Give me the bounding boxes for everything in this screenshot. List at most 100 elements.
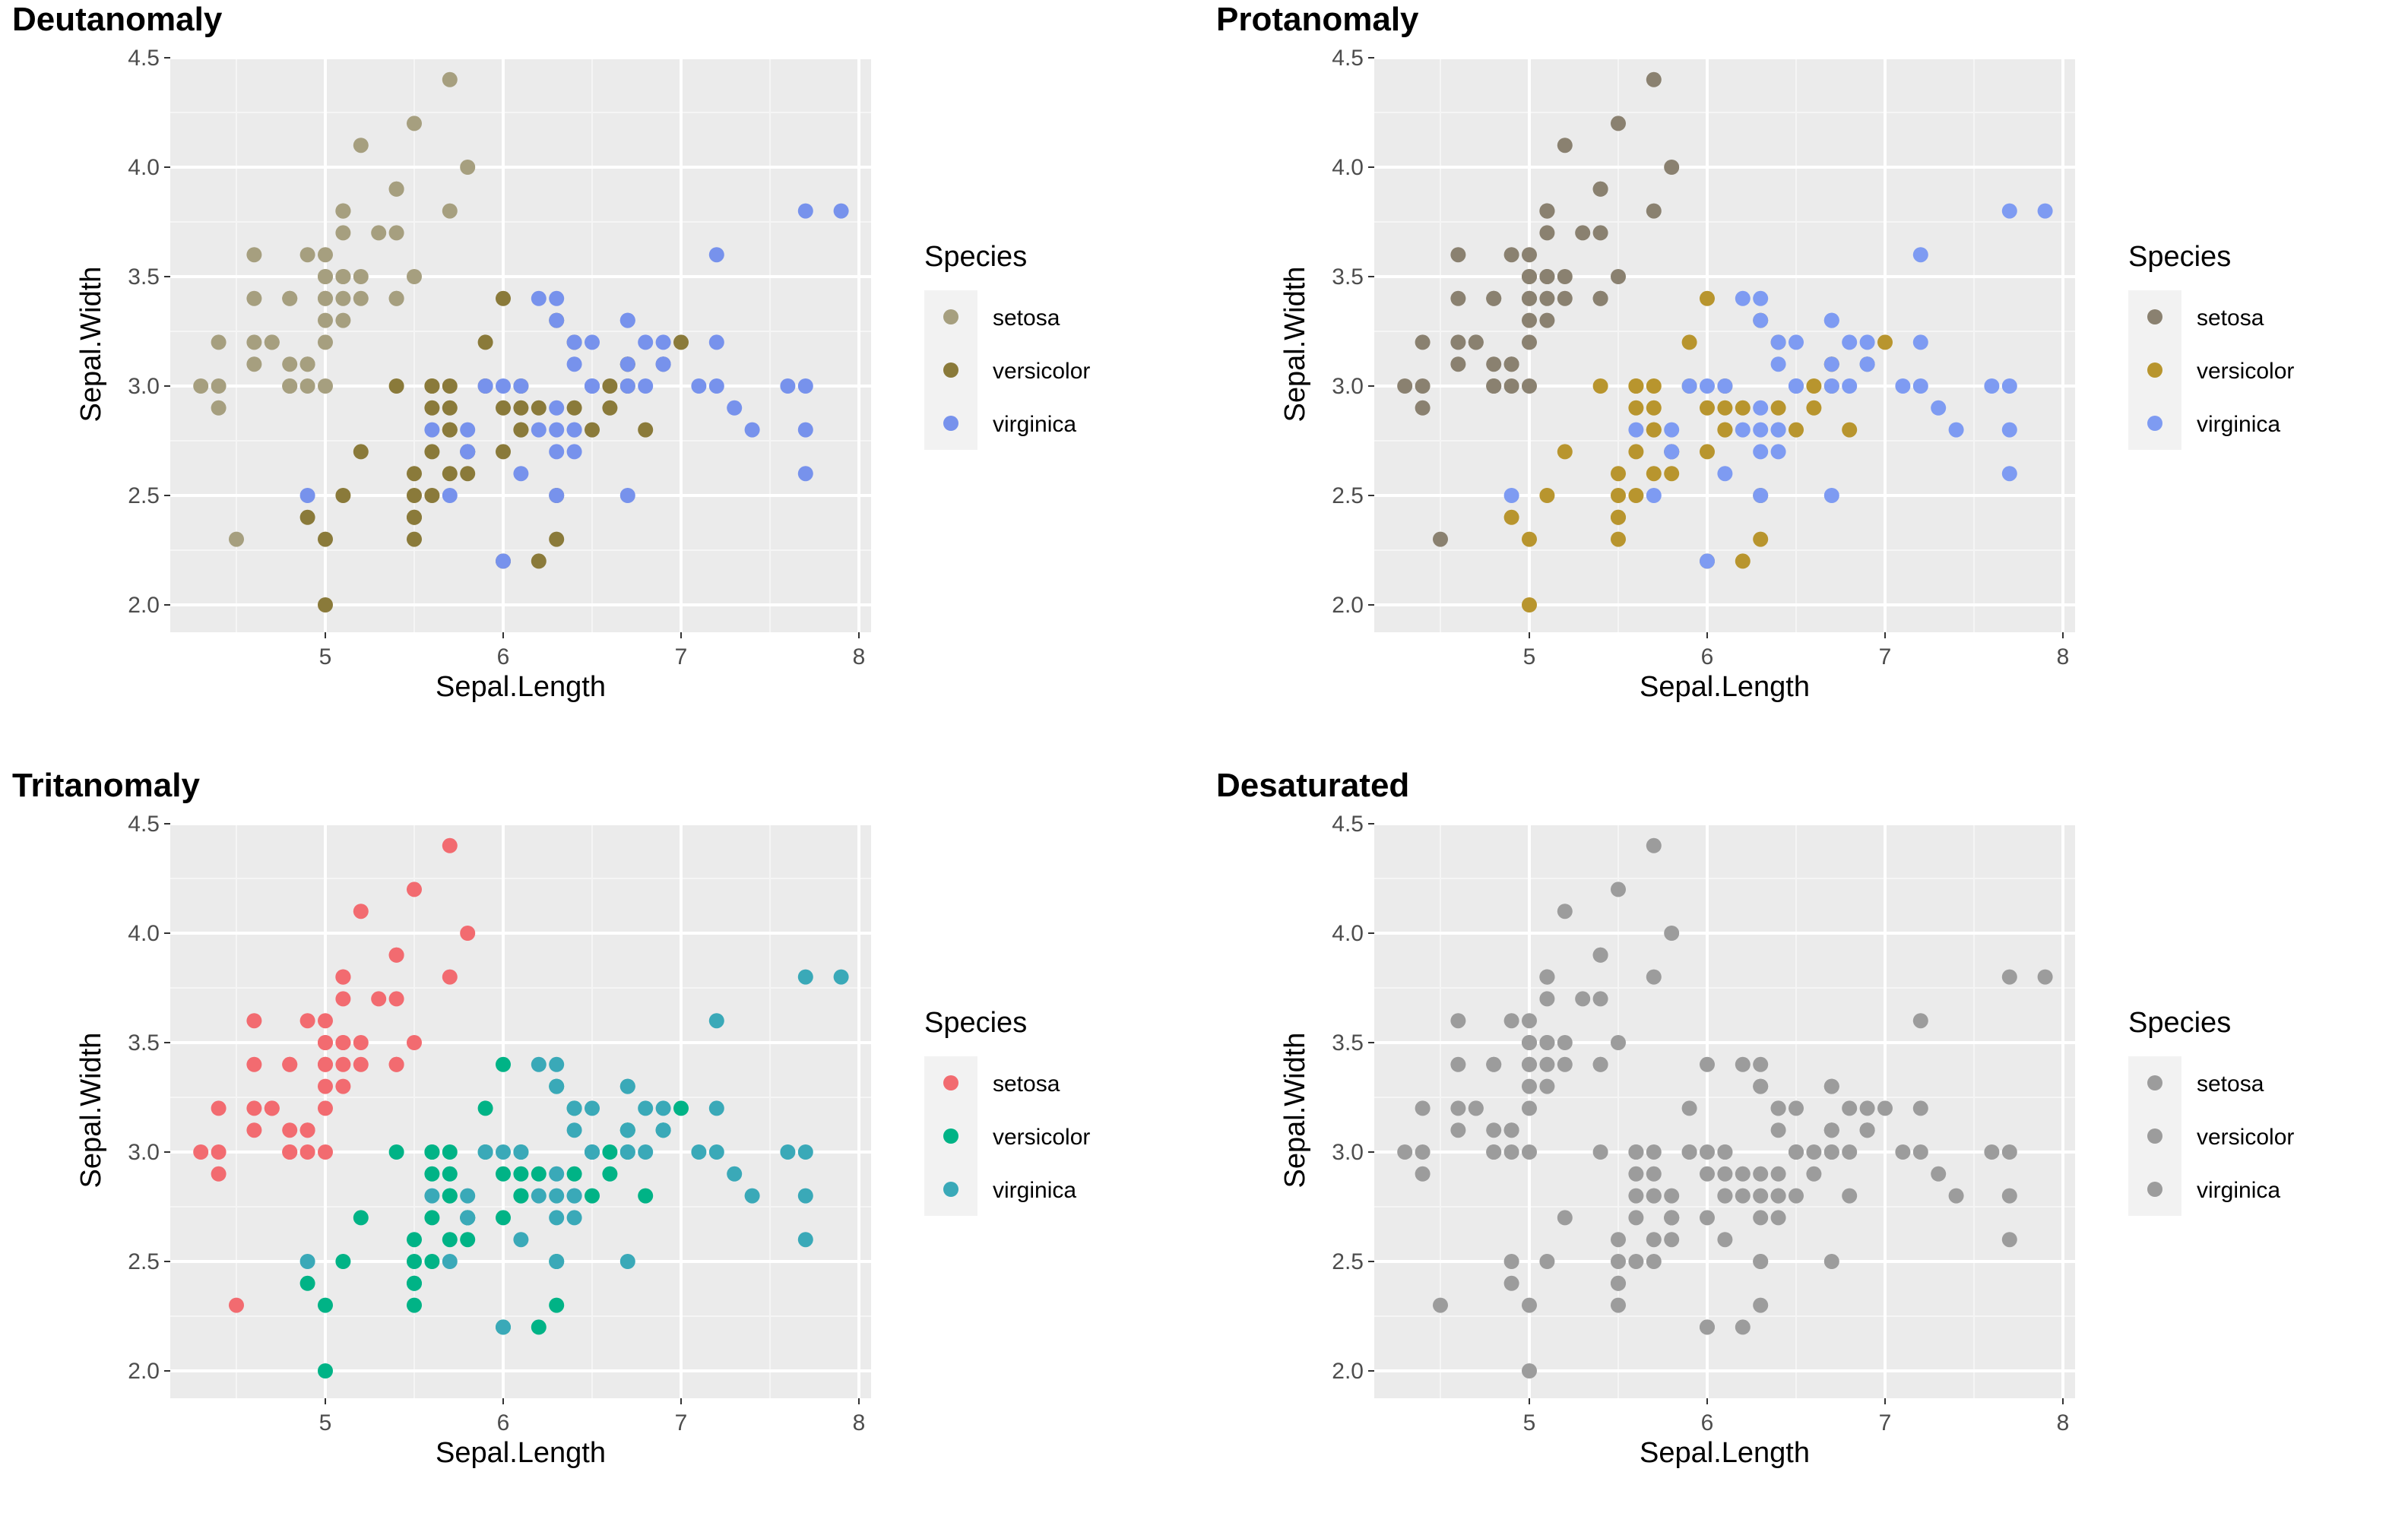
data-point-virginica xyxy=(1717,466,1733,482)
data-point-virginica xyxy=(1735,422,1751,438)
x-tick-label: 7 xyxy=(1879,644,1892,669)
data-point-setosa xyxy=(1646,203,1662,219)
y-tick-label: 3.0 xyxy=(128,1140,160,1165)
data-point-setosa xyxy=(299,247,315,263)
data-point-versicolor xyxy=(531,400,547,416)
data-point-setosa xyxy=(1592,181,1608,197)
legend-label-setosa: setosa xyxy=(993,305,1060,331)
data-point-virginica xyxy=(1912,247,1928,263)
legend-label-virginica: virginica xyxy=(993,1178,1076,1203)
y-tick-label: 3.0 xyxy=(1332,374,1364,399)
data-point-virginica xyxy=(1842,1144,1858,1160)
data-point-virginica xyxy=(1753,1254,1769,1269)
data-point-virginica xyxy=(1717,378,1733,394)
legend-key-point xyxy=(943,1182,958,1197)
data-point-versicolor xyxy=(1557,1210,1573,1226)
data-point-setosa xyxy=(1415,1100,1431,1116)
data-point-setosa xyxy=(246,1056,262,1072)
plot-panel xyxy=(1374,822,2075,1398)
data-point-versicolor xyxy=(1628,1210,1644,1226)
data-point-setosa xyxy=(211,378,227,394)
data-point-virginica xyxy=(1859,356,1875,372)
x-tick-label: 7 xyxy=(1879,1410,1892,1435)
data-point-setosa xyxy=(1503,1144,1519,1160)
data-point-virginica xyxy=(460,1210,476,1226)
data-point-versicolor xyxy=(1753,1297,1769,1313)
data-point-setosa xyxy=(388,1056,404,1072)
data-point-virginica xyxy=(496,1144,511,1160)
data-point-setosa xyxy=(246,356,262,372)
data-point-setosa xyxy=(1539,969,1555,985)
data-point-virginica xyxy=(708,247,724,263)
data-point-setosa xyxy=(407,269,422,284)
legend-key-point xyxy=(2147,1128,2162,1144)
data-point-versicolor xyxy=(1664,1232,1680,1248)
data-point-versicolor xyxy=(442,1188,458,1204)
legend-key-point xyxy=(2147,1075,2162,1090)
data-point-versicolor xyxy=(477,334,493,350)
data-point-virginica xyxy=(1681,378,1697,394)
x-axis-label: Sepal.Length xyxy=(436,1437,606,1469)
data-point-setosa xyxy=(1450,1013,1466,1029)
data-point-virginica xyxy=(797,466,813,482)
data-point-setosa xyxy=(1522,290,1537,306)
data-point-setosa xyxy=(335,969,351,985)
data-point-setosa xyxy=(1557,138,1573,154)
data-point-versicolor xyxy=(1592,378,1608,394)
data-point-setosa xyxy=(211,1100,227,1116)
data-point-versicolor xyxy=(1611,509,1626,525)
data-point-virginica xyxy=(638,1100,654,1116)
data-point-virginica xyxy=(496,378,511,394)
data-point-virginica xyxy=(1735,1188,1751,1204)
data-point-versicolor xyxy=(442,378,458,394)
data-point-virginica xyxy=(1681,1144,1697,1160)
data-point-versicolor xyxy=(1539,488,1555,503)
data-point-setosa xyxy=(1415,334,1431,350)
data-point-versicolor xyxy=(602,378,618,394)
data-point-setosa xyxy=(335,991,351,1007)
data-point-virginica xyxy=(1664,1188,1680,1204)
data-point-setosa xyxy=(211,400,227,416)
data-point-virginica xyxy=(2001,378,2017,394)
data-point-versicolor xyxy=(424,1210,440,1226)
data-point-versicolor xyxy=(477,1100,493,1116)
data-point-setosa xyxy=(1522,1056,1537,1072)
data-point-versicolor xyxy=(1646,1166,1662,1182)
data-point-setosa xyxy=(407,882,422,897)
data-point-setosa xyxy=(1592,947,1608,963)
data-point-virginica xyxy=(691,378,707,394)
data-point-setosa xyxy=(1486,356,1502,372)
y-axis-label: Sepal.Width xyxy=(75,267,107,423)
y-tick-label: 2.0 xyxy=(1332,1359,1364,1384)
data-point-setosa xyxy=(335,312,351,328)
data-point-setosa xyxy=(1539,1056,1555,1072)
data-point-virginica xyxy=(549,1078,565,1094)
data-point-setosa xyxy=(211,1166,227,1182)
data-point-virginica xyxy=(1753,1078,1769,1094)
data-point-virginica xyxy=(1948,1188,1964,1204)
data-point-versicolor xyxy=(496,290,511,306)
data-point-setosa xyxy=(335,269,351,284)
data-point-versicolor xyxy=(602,1166,618,1182)
chart-title: Tritanomaly xyxy=(12,767,200,804)
y-tick-label: 3.0 xyxy=(1332,1140,1364,1165)
legend-key-point xyxy=(943,416,958,431)
data-point-setosa xyxy=(299,1013,315,1029)
data-point-virginica xyxy=(619,1254,635,1269)
data-point-virginica xyxy=(619,1078,635,1094)
data-point-versicolor xyxy=(1789,1188,1804,1204)
legend-label-versicolor: versicolor xyxy=(2197,359,2294,384)
y-tick-label: 2.0 xyxy=(128,593,160,618)
data-point-setosa xyxy=(1450,1122,1466,1138)
data-point-setosa xyxy=(1397,1144,1413,1160)
data-point-virginica xyxy=(619,378,635,394)
data-point-setosa xyxy=(1592,1056,1608,1072)
data-point-setosa xyxy=(1557,1035,1573,1050)
x-tick-label: 8 xyxy=(853,644,866,669)
y-tick-label: 4.0 xyxy=(1332,921,1364,946)
data-point-versicolor xyxy=(1557,444,1573,460)
data-point-setosa xyxy=(282,378,298,394)
data-point-setosa xyxy=(1522,1013,1537,1029)
data-point-versicolor xyxy=(407,1297,422,1313)
data-point-virginica xyxy=(1823,1078,1839,1094)
